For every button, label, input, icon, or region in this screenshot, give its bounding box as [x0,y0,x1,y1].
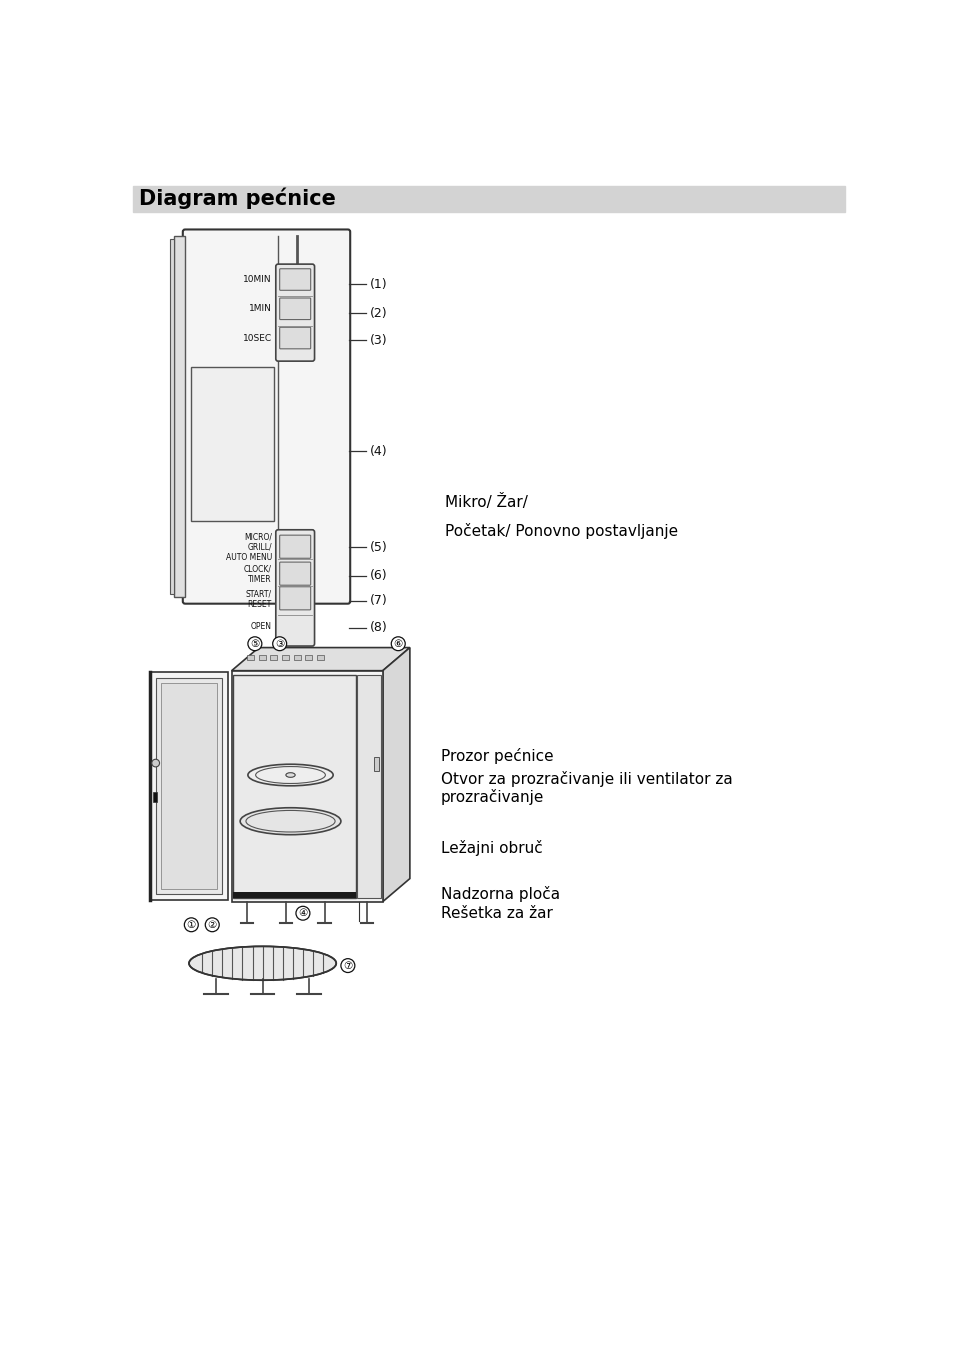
Text: Ležajni obruč: Ležajni obruč [440,839,542,856]
Ellipse shape [189,946,335,980]
Bar [282,655,289,659]
Text: ⑦: ⑦ [343,960,352,971]
FancyBboxPatch shape [279,535,311,558]
Bar [153,792,157,802]
Text: (3): (3) [369,334,387,347]
Text: ⑥: ⑥ [394,639,402,649]
Ellipse shape [240,808,340,834]
Text: 10MIN: 10MIN [243,275,272,284]
FancyBboxPatch shape [183,229,350,604]
Text: Prozor pećnice: Prozor pećnice [440,747,553,764]
Circle shape [184,918,198,932]
Circle shape [391,636,405,651]
Bar [294,655,300,659]
Ellipse shape [286,773,294,777]
Text: (5): (5) [369,542,387,554]
Text: ④: ④ [298,909,307,918]
Text: ⑤: ⑤ [250,639,259,649]
Text: (1): (1) [369,278,387,291]
Text: (6): (6) [369,570,387,582]
Ellipse shape [248,764,333,785]
Text: (2): (2) [369,307,387,320]
Text: CLOCK/
TIMER: CLOCK/ TIMER [244,565,272,584]
Circle shape [248,636,261,651]
Bar [161,682,216,890]
Text: Rešetka za žar: Rešetka za žar [440,906,552,921]
Bar [356,674,381,898]
FancyBboxPatch shape [275,264,314,362]
Bar [232,670,382,902]
FancyBboxPatch shape [279,586,311,609]
Text: OPEN: OPEN [251,621,272,631]
FancyBboxPatch shape [279,562,311,585]
Text: Diagram pećnice: Diagram pećnice [139,188,335,210]
Bar [316,655,323,659]
FancyBboxPatch shape [275,529,314,646]
Text: (8): (8) [369,621,387,634]
Bar [258,655,266,659]
Circle shape [340,959,355,972]
Text: Početak/ Ponovno postavljanje: Početak/ Ponovno postavljanje [444,523,678,539]
Text: Otvor za prozračivanje ili ventilator za
prozračivanje: Otvor za prozračivanje ili ventilator za… [440,770,732,806]
Bar [233,674,355,898]
FancyBboxPatch shape [279,328,311,349]
Text: Mikro/ Žar/: Mikro/ Žar/ [444,494,527,509]
Bar [156,678,221,894]
Text: ②: ② [208,919,216,930]
Text: (7): (7) [369,594,387,607]
Text: (4): (4) [369,444,387,458]
Bar [192,367,274,520]
Text: 10SEC: 10SEC [243,333,272,343]
Text: START/
RESET: START/ RESET [246,589,272,609]
Bar [374,757,378,770]
Bar [247,655,253,659]
FancyBboxPatch shape [279,268,311,290]
Circle shape [273,636,286,651]
Bar [174,237,185,597]
Bar [233,892,355,898]
Bar [170,240,174,593]
Circle shape [205,918,219,932]
Text: ③: ③ [274,639,284,649]
Text: MICRO/
GRILL/
AUTO MENU: MICRO/ GRILL/ AUTO MENU [226,532,272,562]
Bar [150,672,228,900]
Polygon shape [382,647,410,902]
Text: ①: ① [187,919,195,930]
Circle shape [295,906,310,921]
Text: Nadzorna ploča: Nadzorna ploča [440,887,559,902]
Circle shape [152,760,159,766]
FancyBboxPatch shape [279,298,311,320]
Text: 1MIN: 1MIN [249,305,272,313]
Bar [305,655,312,659]
Bar [270,655,277,659]
Polygon shape [232,647,410,670]
Bar [133,185,843,211]
